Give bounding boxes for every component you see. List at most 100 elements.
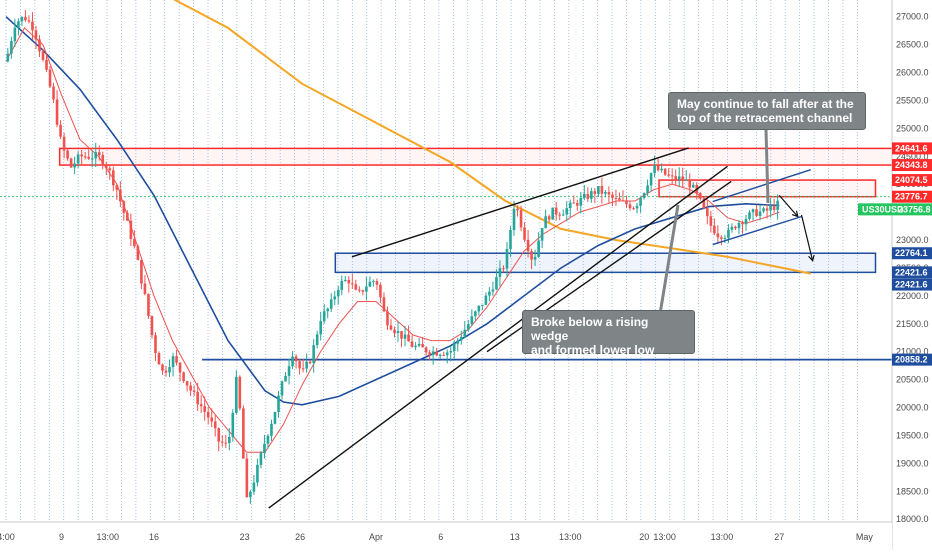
candle-body — [220, 441, 224, 443]
candle-body — [59, 124, 62, 137]
price-tick-label: 22000.0 — [896, 291, 929, 301]
annotation-pointer — [764, 129, 770, 204]
price-level-tag: 24343.8 — [895, 160, 928, 170]
candle-body — [533, 256, 537, 260]
annotation-pointer — [658, 204, 680, 315]
candle-body — [143, 283, 147, 294]
price-tick-label: 19000.0 — [896, 458, 929, 468]
candle-body — [305, 361, 308, 369]
time-tick-label: 23 — [240, 532, 250, 542]
candle-body — [558, 214, 562, 216]
candle-body — [575, 202, 579, 206]
candle-body — [442, 354, 446, 356]
candle-body — [41, 51, 45, 60]
price-level-tag-bg — [892, 174, 932, 187]
candle-body — [699, 193, 702, 199]
candle-body — [410, 341, 414, 348]
candle-body — [431, 351, 435, 356]
candle-body — [13, 27, 17, 42]
candle-body — [284, 375, 287, 382]
price-level-tag-bg — [892, 142, 932, 155]
candle-body — [27, 20, 31, 22]
candle-body — [277, 395, 280, 412]
candle-body — [66, 150, 69, 159]
candle-body — [224, 442, 228, 444]
price-level-tag: 22764.1 — [895, 248, 928, 258]
candle-body — [502, 268, 505, 270]
price-tick-label: 19500.0 — [896, 430, 929, 440]
candle-body — [400, 331, 403, 339]
candle-body — [509, 230, 512, 249]
candle-body — [491, 289, 495, 292]
candle-body — [6, 53, 10, 62]
price-tick-label: 18500.0 — [896, 486, 929, 496]
time-tick-label: 16 — [149, 532, 159, 542]
candle-body — [772, 206, 776, 210]
candle-body — [354, 284, 358, 290]
candle-body — [593, 191, 597, 194]
candle-body — [523, 227, 526, 240]
candle-body — [403, 334, 407, 339]
candle-body — [776, 200, 779, 210]
candle-body — [94, 152, 98, 159]
candle-body — [368, 281, 372, 287]
candle-body — [421, 343, 424, 348]
candle-body — [677, 176, 681, 180]
candle-body — [231, 412, 235, 437]
candle-body — [185, 381, 189, 386]
candle-body — [315, 334, 319, 346]
annotation-line: Broke below a rising wedge — [531, 315, 649, 343]
candle-body — [600, 186, 604, 194]
candle-body — [266, 435, 270, 444]
trend-line-wedge-lower — [268, 165, 728, 509]
candle-body — [52, 86, 55, 100]
candle-body — [287, 366, 291, 376]
candle-body — [635, 205, 639, 209]
price-level-tag: 24641.6 — [895, 143, 928, 153]
candle-body — [157, 353, 161, 365]
candle-body — [55, 99, 59, 125]
candle-body — [586, 193, 590, 199]
candle-body — [737, 222, 741, 229]
price-tick-label: 27000.0 — [896, 12, 929, 22]
candle-body — [667, 174, 670, 176]
candle-body — [611, 194, 614, 198]
candle-body — [45, 59, 48, 70]
time-tick-label: 13 — [510, 532, 520, 542]
candle-body — [435, 351, 438, 356]
candle-body — [136, 246, 140, 260]
candle-body — [333, 296, 337, 300]
candle-body — [206, 411, 210, 418]
candle-body — [112, 170, 115, 186]
candle-body — [351, 283, 354, 285]
instrument-label: US30USD — [862, 204, 904, 214]
trend-line-rising-channel-upper — [712, 169, 811, 203]
candle-body — [590, 191, 593, 199]
candle-body — [270, 423, 273, 436]
candle-body — [618, 198, 621, 201]
time-tick-label: 13:00 — [559, 532, 582, 542]
candle-body — [762, 208, 765, 212]
candle-body — [319, 321, 322, 335]
candle-body — [681, 176, 685, 181]
candle-body — [474, 311, 477, 317]
candle-body — [653, 165, 656, 174]
candle-body — [459, 336, 463, 341]
candle-body — [90, 158, 94, 160]
candle-body — [87, 156, 90, 159]
annotation-retracement-channel: May continue to fall after at the top of… — [668, 92, 866, 130]
candle-body — [31, 21, 34, 31]
time-tick-label: 13:00 — [96, 532, 119, 542]
candle-body — [294, 356, 298, 362]
candle-body — [470, 316, 474, 325]
candle-body — [674, 176, 677, 180]
candle-body — [663, 168, 667, 175]
price-level-tag: 24074.5 — [895, 175, 928, 185]
candle-body — [607, 191, 611, 195]
candle-body — [424, 347, 428, 353]
slow-moving-average — [173, 0, 811, 275]
candle-body — [76, 154, 80, 164]
candle-body — [34, 30, 38, 40]
